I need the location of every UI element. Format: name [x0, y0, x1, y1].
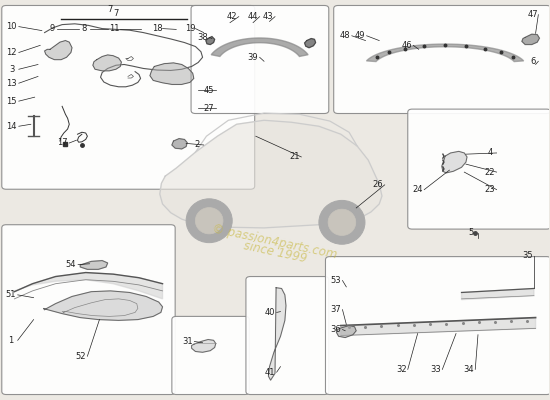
FancyBboxPatch shape: [408, 109, 550, 229]
Text: 45: 45: [204, 86, 215, 95]
Text: 51: 51: [6, 290, 16, 299]
Polygon shape: [160, 120, 382, 228]
Text: 8: 8: [81, 24, 87, 33]
Text: 34: 34: [463, 365, 474, 374]
Text: since 1999: since 1999: [242, 240, 308, 266]
Polygon shape: [337, 326, 356, 338]
Ellipse shape: [328, 209, 356, 236]
Text: 46: 46: [402, 41, 412, 50]
FancyBboxPatch shape: [191, 6, 329, 114]
Text: 49: 49: [355, 31, 365, 40]
Text: 15: 15: [7, 97, 17, 106]
Ellipse shape: [319, 200, 365, 244]
Text: 3: 3: [9, 65, 14, 74]
Text: 11: 11: [109, 24, 120, 33]
Text: 18: 18: [152, 24, 162, 33]
Text: 14: 14: [7, 122, 17, 131]
Polygon shape: [14, 272, 163, 299]
Polygon shape: [43, 291, 163, 320]
FancyBboxPatch shape: [2, 6, 255, 189]
Text: 10: 10: [7, 22, 17, 31]
Text: 38: 38: [197, 33, 208, 42]
Text: 17: 17: [57, 138, 68, 148]
FancyBboxPatch shape: [172, 316, 249, 394]
Text: 22: 22: [485, 168, 496, 176]
Polygon shape: [93, 55, 122, 71]
Text: 27: 27: [204, 104, 215, 113]
Text: 47: 47: [527, 10, 538, 19]
Text: 33: 33: [430, 365, 441, 374]
Ellipse shape: [195, 208, 223, 234]
FancyBboxPatch shape: [326, 257, 550, 394]
Text: 1: 1: [8, 336, 13, 345]
Text: 4: 4: [487, 148, 493, 158]
Text: 31: 31: [182, 337, 192, 346]
Text: 48: 48: [340, 31, 350, 40]
Text: 26: 26: [373, 180, 383, 189]
Text: 42: 42: [227, 12, 238, 21]
Text: 21: 21: [289, 152, 299, 162]
FancyBboxPatch shape: [246, 276, 329, 394]
Text: 52: 52: [75, 352, 85, 361]
Polygon shape: [305, 38, 316, 48]
Polygon shape: [172, 139, 187, 149]
Text: 41: 41: [264, 368, 275, 377]
Polygon shape: [268, 288, 286, 380]
Polygon shape: [211, 38, 308, 56]
Text: 24: 24: [412, 185, 423, 194]
Text: 40: 40: [264, 308, 275, 317]
Text: 39: 39: [248, 53, 258, 62]
Text: 43: 43: [263, 12, 274, 21]
Polygon shape: [522, 34, 540, 44]
Text: 36: 36: [330, 325, 340, 334]
Polygon shape: [45, 40, 72, 60]
Polygon shape: [191, 340, 216, 352]
Text: 5: 5: [469, 228, 474, 237]
Text: 7: 7: [108, 5, 113, 14]
Text: 54: 54: [65, 260, 76, 269]
Text: 44: 44: [248, 12, 258, 21]
Text: 23: 23: [485, 185, 496, 194]
Text: 7: 7: [113, 9, 119, 18]
Text: 19: 19: [185, 24, 195, 33]
FancyBboxPatch shape: [334, 6, 550, 114]
Ellipse shape: [186, 199, 232, 243]
Polygon shape: [461, 288, 534, 300]
Text: 2: 2: [195, 140, 200, 150]
Polygon shape: [150, 63, 194, 84]
Text: 9: 9: [49, 24, 54, 33]
Text: 37: 37: [330, 305, 340, 314]
Polygon shape: [366, 44, 524, 62]
FancyBboxPatch shape: [2, 225, 175, 394]
Text: 53: 53: [330, 276, 340, 285]
Polygon shape: [341, 318, 536, 336]
Text: 13: 13: [7, 79, 17, 88]
Text: © passion4parts.com: © passion4parts.com: [211, 222, 339, 262]
Polygon shape: [442, 151, 467, 173]
Text: 35: 35: [522, 251, 532, 260]
Polygon shape: [206, 36, 214, 44]
Polygon shape: [80, 260, 108, 269]
Text: 6: 6: [530, 57, 536, 66]
Text: 12: 12: [7, 48, 17, 57]
Text: 32: 32: [396, 365, 406, 374]
